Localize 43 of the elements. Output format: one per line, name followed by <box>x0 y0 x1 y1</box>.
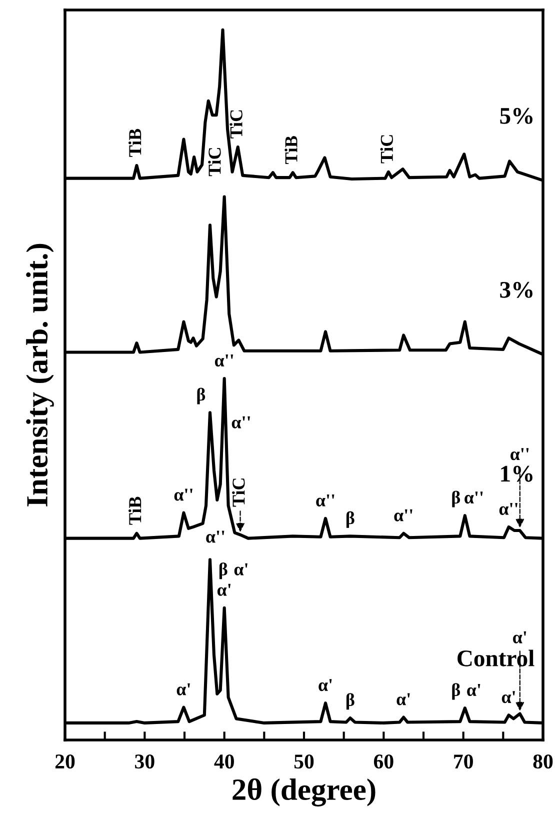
x-tick-label: 20 <box>55 754 75 769</box>
annotation: β <box>346 693 354 710</box>
annotation: α'' <box>394 509 412 522</box>
y-axis-title: Intensity (arb. unit.) <box>26 244 54 506</box>
annotation: TiC <box>230 110 242 138</box>
annotation: β <box>197 388 206 404</box>
series-label: 5% <box>500 108 532 124</box>
x-tick-label: 50 <box>294 754 314 769</box>
annotation: TiB <box>128 496 142 525</box>
annotation: α'' <box>316 494 334 506</box>
annotation: α' <box>467 684 480 696</box>
annotation: α' <box>513 631 526 644</box>
annotation: TiB <box>284 136 298 164</box>
annotation: α'' <box>232 416 250 428</box>
annotation: α'' <box>499 502 518 515</box>
annotation: β <box>452 683 460 700</box>
x-tick-label: 30 <box>135 754 154 769</box>
annotation: β <box>346 511 354 528</box>
annotation: α' <box>396 693 410 706</box>
x-tick-label: 60 <box>374 754 394 769</box>
annotation: α'' <box>510 448 529 460</box>
annotation: TiC <box>232 478 245 507</box>
x-tick-label: 70 <box>454 754 473 769</box>
annotation: α'' <box>174 488 192 501</box>
annotation: α' <box>502 691 515 704</box>
series-label: 1% <box>501 466 532 482</box>
x-tick-label: 80 <box>533 754 553 769</box>
annotation: α' <box>318 679 332 692</box>
annotation: β <box>219 562 228 580</box>
annotation: α'' <box>206 530 224 543</box>
annotation: α'' <box>214 354 234 367</box>
annotation: α'' <box>464 492 483 504</box>
annotation: α' <box>217 584 231 596</box>
annotation: TiB <box>128 128 142 157</box>
series-label: Control <box>458 650 534 666</box>
series-label: 3% <box>500 282 532 298</box>
annotation: α' <box>176 683 190 696</box>
annotation: TiC <box>380 135 393 164</box>
x-tick-label: 40 <box>214 754 234 769</box>
annotation: TiC <box>208 148 221 176</box>
x-axis-title: 2θ (degree) <box>232 778 376 806</box>
annotation: β <box>452 490 460 508</box>
annotation: α' <box>234 563 248 576</box>
